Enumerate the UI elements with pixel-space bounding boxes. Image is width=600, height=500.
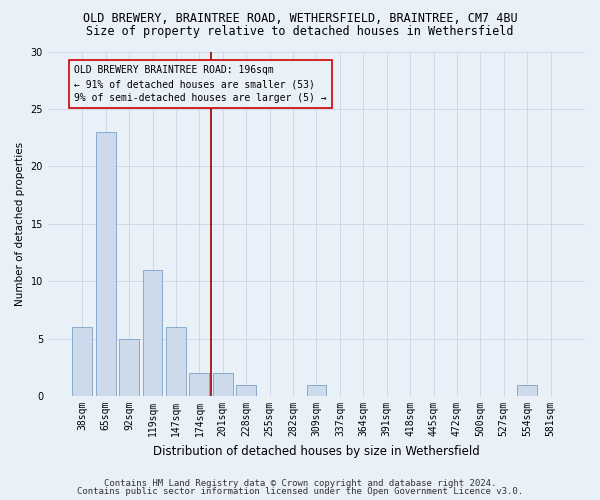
Bar bbox=[517, 384, 537, 396]
Bar bbox=[190, 373, 209, 396]
Bar bbox=[96, 132, 116, 396]
Y-axis label: Number of detached properties: Number of detached properties bbox=[15, 142, 25, 306]
Text: Contains HM Land Registry data © Crown copyright and database right 2024.: Contains HM Land Registry data © Crown c… bbox=[104, 478, 496, 488]
Bar bbox=[119, 338, 139, 396]
Text: OLD BREWERY BRAINTREE ROAD: 196sqm
← 91% of detached houses are smaller (53)
9% : OLD BREWERY BRAINTREE ROAD: 196sqm ← 91%… bbox=[74, 66, 327, 104]
Bar bbox=[166, 327, 186, 396]
Text: OLD BREWERY, BRAINTREE ROAD, WETHERSFIELD, BRAINTREE, CM7 4BU: OLD BREWERY, BRAINTREE ROAD, WETHERSFIEL… bbox=[83, 12, 517, 26]
Text: Size of property relative to detached houses in Wethersfield: Size of property relative to detached ho… bbox=[86, 25, 514, 38]
Text: Contains public sector information licensed under the Open Government Licence v3: Contains public sector information licen… bbox=[77, 487, 523, 496]
X-axis label: Distribution of detached houses by size in Wethersfield: Distribution of detached houses by size … bbox=[153, 444, 480, 458]
Bar bbox=[236, 384, 256, 396]
Bar bbox=[143, 270, 163, 396]
Bar bbox=[213, 373, 233, 396]
Bar bbox=[73, 327, 92, 396]
Bar bbox=[307, 384, 326, 396]
